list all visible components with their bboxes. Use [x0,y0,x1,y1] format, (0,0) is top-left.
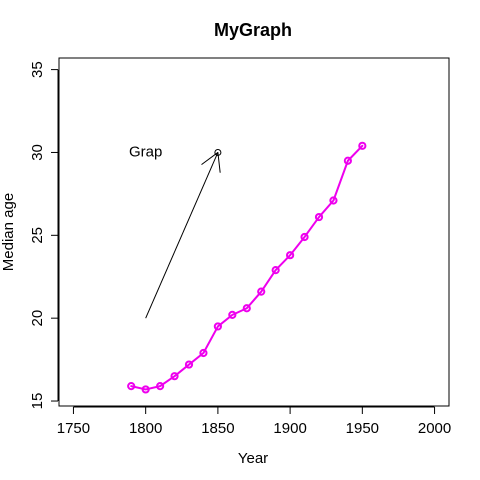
y-tick-label: 15 [29,393,46,410]
series-point [300,232,309,242]
y-tick-label: 35 [29,61,46,78]
annotation-label: Grap [129,143,162,160]
plot-area-frame [58,57,450,407]
series-line [130,144,364,391]
axes: 1750 1800 1850 1900 1950 2000 15 20 25 30 35 [29,57,451,437]
series-point [213,322,222,331]
series-point [228,310,237,319]
annotation-arrowhead [201,151,221,173]
y-tick-label: 20 [29,310,46,327]
series-point [343,156,352,165]
x-axis-label: Year [238,450,268,467]
y-axis-label: Median age [0,193,17,271]
series-point [242,304,251,313]
annotation-point [214,148,222,156]
annotation-arrow-shaft [145,152,219,319]
x-tick-label: 1900 [273,420,306,437]
series-point [184,360,194,369]
chart-title: MyGraph [214,20,292,40]
series-point [286,251,295,260]
series-point [257,287,266,296]
series-point [314,212,324,222]
series-point [199,348,208,358]
annotation-layer: Grap [129,143,222,319]
x-tick-label: 1800 [129,420,162,437]
x-tick-label: 1950 [346,420,379,437]
x-tick-label: 1850 [201,420,234,437]
series-point [358,141,367,150]
series-point [271,266,280,275]
y-tick-label: 25 [29,227,46,244]
x-tick-label: 2000 [418,420,451,437]
series-point [170,372,179,381]
series-layer [127,141,367,394]
x-tick-label: 1750 [57,420,90,437]
series-point [141,385,150,394]
series-point [127,382,136,391]
y-tick-label: 30 [29,144,46,161]
series-point [156,382,165,391]
series-point [329,196,338,205]
